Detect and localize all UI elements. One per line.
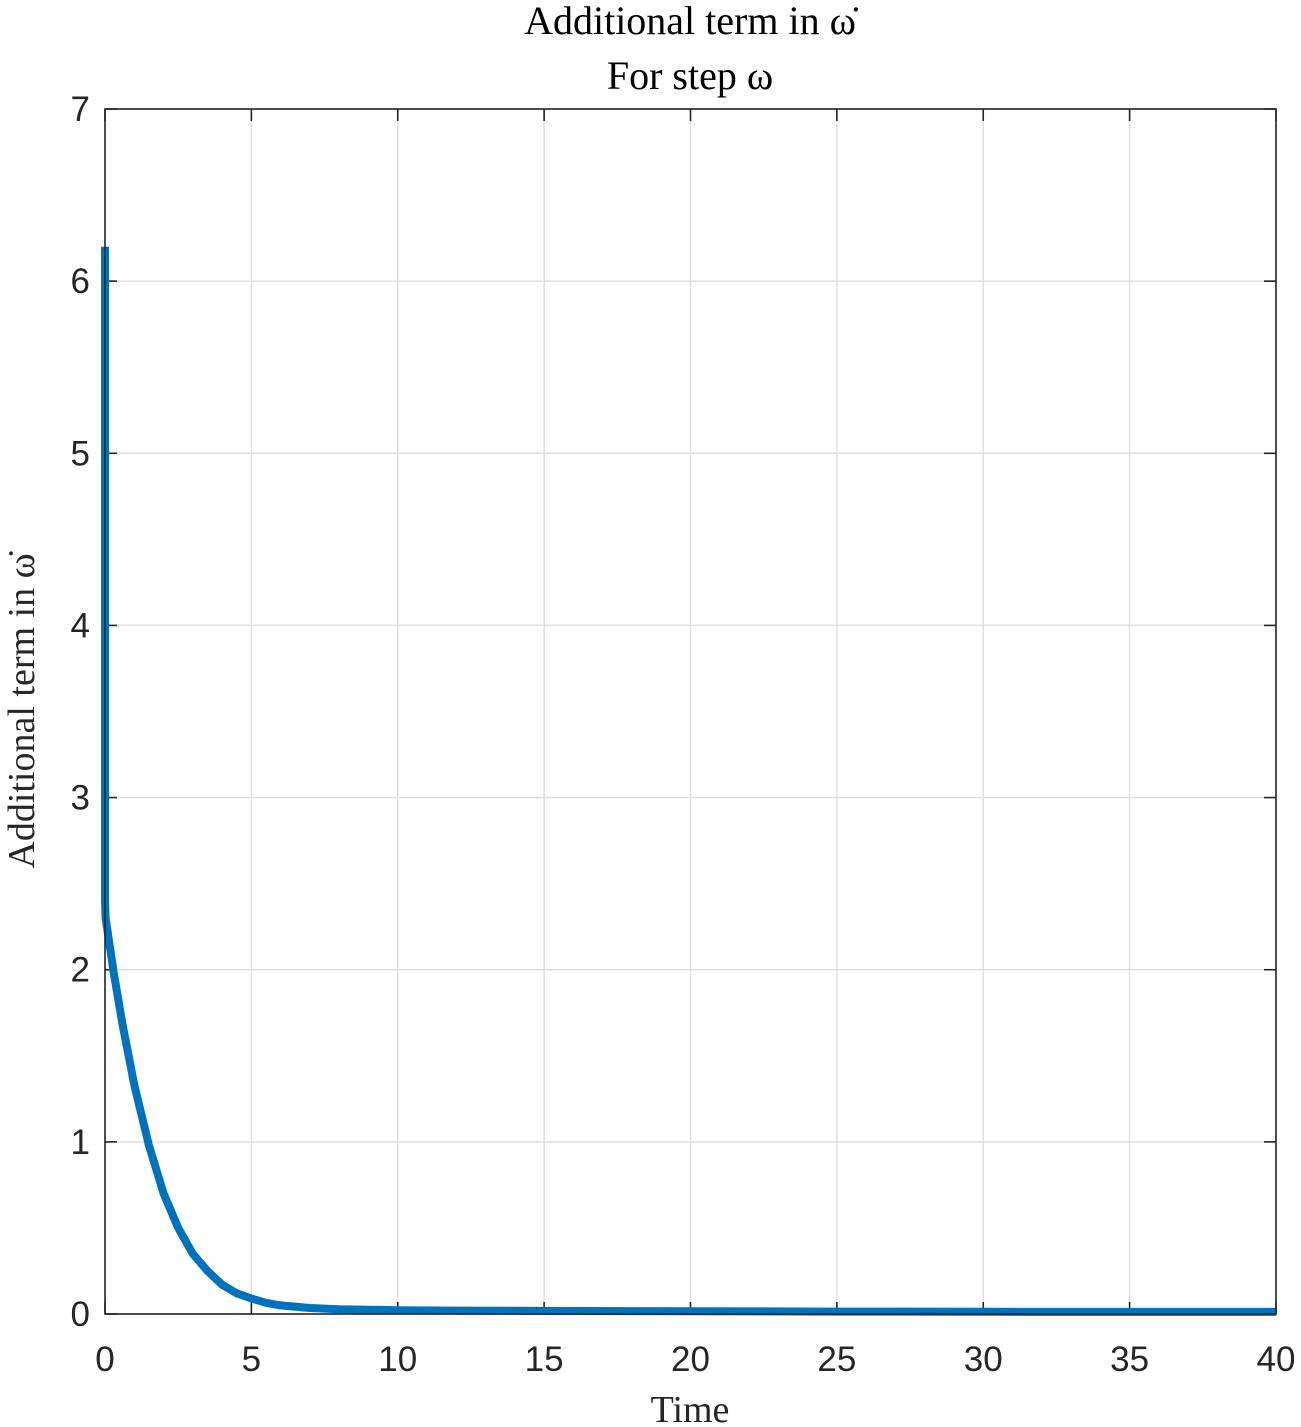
series-line <box>101 246 1276 1316</box>
chart-title: Additional term in ω̇ <box>524 0 859 43</box>
y-tick-label: 7 <box>71 90 90 129</box>
chart-subtitle: For step ω <box>607 53 773 98</box>
x-tick-label: 5 <box>242 1340 261 1379</box>
x-tick-label: 15 <box>525 1340 564 1379</box>
y-tick-label: 2 <box>71 951 90 990</box>
y-tick-label: 6 <box>71 262 90 301</box>
x-tick-label: 25 <box>817 1340 856 1379</box>
series <box>101 246 1276 1316</box>
x-tick-label: 0 <box>95 1340 114 1379</box>
y-tick-label: 3 <box>71 779 90 818</box>
x-tick-label: 20 <box>671 1340 710 1379</box>
x-tick-labels: 0 5 10 15 20 25 30 35 40 <box>95 1340 1295 1379</box>
x-axis-label: Time <box>651 1389 730 1427</box>
x-tick-label: 35 <box>1110 1340 1149 1379</box>
x-tick-label: 30 <box>964 1340 1003 1379</box>
x-tick-label: 10 <box>378 1340 417 1379</box>
x-tick-label: 40 <box>1257 1340 1296 1379</box>
plot-area-frame <box>104 108 1277 1315</box>
y-tick-label: 5 <box>71 434 90 473</box>
y-axis-label: Additional term in ω̇ <box>1 550 43 868</box>
y-tick-label: 1 <box>71 1123 90 1162</box>
y-tick-label: 0 <box>71 1295 90 1334</box>
y-tick-labels: 0 1 2 3 4 5 6 7 <box>71 90 90 1334</box>
y-tick-label: 4 <box>71 606 90 645</box>
